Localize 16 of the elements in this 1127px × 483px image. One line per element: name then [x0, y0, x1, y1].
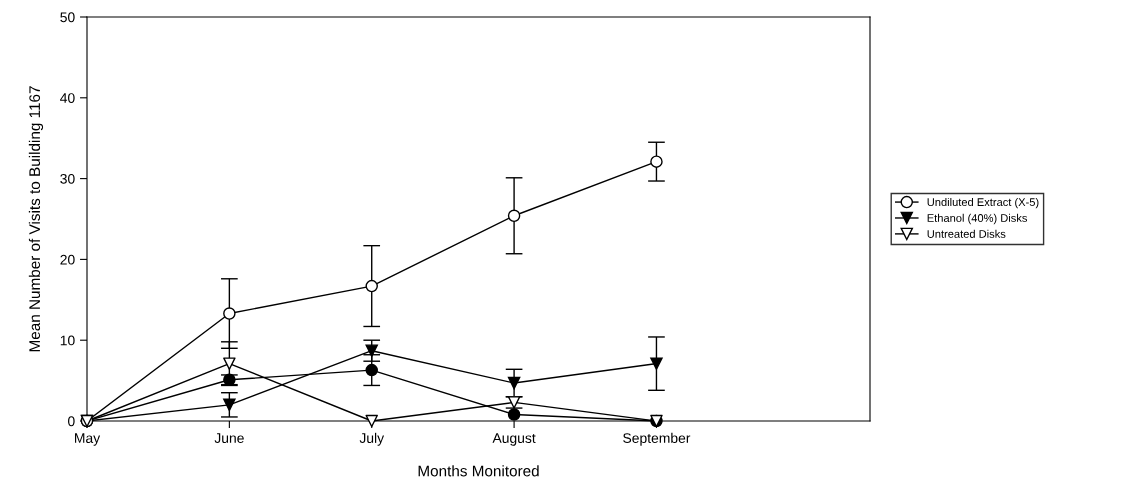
- x-tick-label: June: [214, 433, 244, 444]
- x-tick-label: July: [359, 432, 385, 446]
- y-tick-label: 30: [60, 173, 75, 184]
- legend-label: Ethanol (40%) Disks: [927, 213, 1028, 225]
- legend-label: Untreated Disks: [927, 229, 1006, 238]
- x-tick-label: September: [623, 432, 691, 446]
- y-tick-label: 20: [60, 254, 75, 265]
- x-axis-title: Months Monitored: [418, 465, 539, 477]
- legend-label: Undiluted Extract (X-5): [927, 197, 1039, 209]
- y-tick-label: 50: [60, 12, 75, 23]
- y-tick-label: 10: [60, 335, 75, 346]
- y-tick-label: 0: [68, 416, 75, 427]
- x-tick-label: May: [75, 433, 101, 446]
- x-tick-label: August: [492, 433, 536, 446]
- y-axis-title: Mean Number of Visits to Building 1167: [28, 86, 44, 352]
- y-tick-label: 40: [60, 93, 75, 103]
